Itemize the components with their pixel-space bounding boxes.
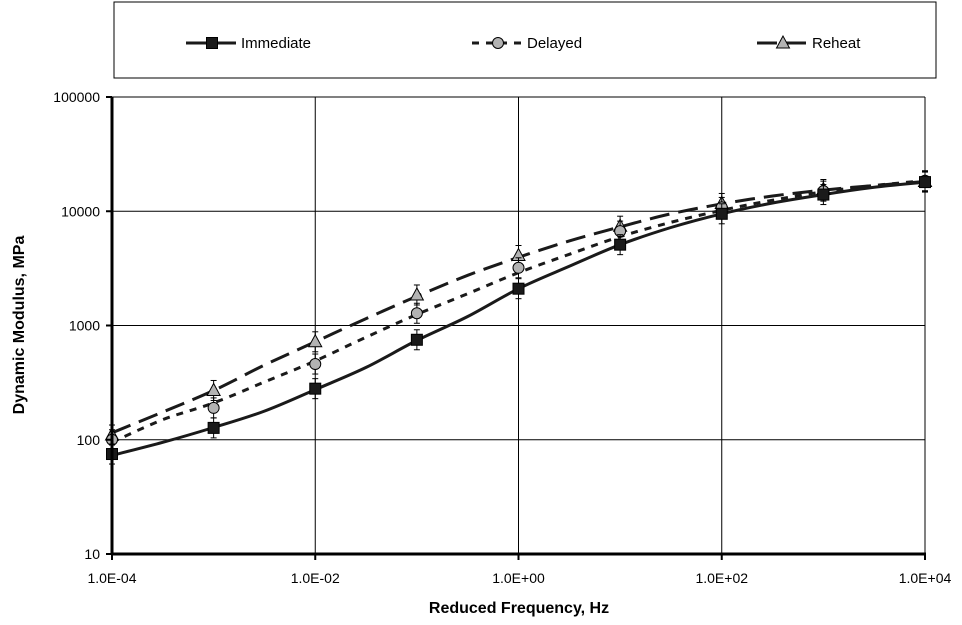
legend-label: Delayed <box>527 35 582 52</box>
legend: Immediate Delayed Reheat <box>186 34 861 52</box>
square-marker <box>919 176 931 189</box>
legend-triangle-marker <box>775 34 791 49</box>
triangle-marker <box>409 286 425 301</box>
data-point-immediate <box>817 184 830 206</box>
y-tick-label: 10000 <box>61 203 100 219</box>
axes <box>106 96 926 560</box>
circle-marker <box>410 307 423 320</box>
data-point-immediate <box>410 329 423 351</box>
x-axis-title: Reduced Frequency, Hz <box>429 600 609 617</box>
y-tick-label: 100 <box>77 432 101 448</box>
legend-item-reheat: Reheat <box>757 34 861 52</box>
legend-label: Immediate <box>241 35 311 52</box>
data-point-immediate <box>207 417 220 439</box>
triangle-marker <box>307 333 323 348</box>
x-tick-label: 1.0E+00 <box>492 570 545 586</box>
y-tick-label: 100000 <box>53 89 100 105</box>
x-tick-label: 1.0E-02 <box>291 570 340 586</box>
square-marker <box>309 382 322 395</box>
legend-box <box>113 1 937 79</box>
y-axis-title: Dynamic Modulus, MPa <box>11 236 28 415</box>
x-tick-label: 1.0E+04 <box>899 570 952 586</box>
x-tick-label: 1.0E-04 <box>87 570 136 586</box>
data-point-immediate <box>309 378 322 400</box>
square-marker <box>817 188 830 201</box>
grid <box>111 96 926 555</box>
circle-marker <box>207 401 220 414</box>
legend-item-immediate: Immediate <box>186 35 311 52</box>
circle-marker <box>512 261 525 274</box>
legend-label: Reheat <box>812 35 861 52</box>
square-marker <box>207 421 220 434</box>
square-marker <box>715 207 728 220</box>
data-point-immediate <box>715 203 728 225</box>
square-marker <box>512 282 525 295</box>
data-point-reheat <box>206 379 221 401</box>
data-point-immediate <box>614 234 627 256</box>
y-tick-label: 10 <box>84 546 100 562</box>
data-point-reheat <box>307 331 323 353</box>
circle-marker <box>309 358 322 371</box>
data-point-immediate <box>512 278 525 300</box>
y-tick-label: 1000 <box>69 318 100 334</box>
data-point-delayed <box>512 257 525 279</box>
data-point-delayed <box>410 302 423 324</box>
x-tick-label: 1.0E+02 <box>695 570 748 586</box>
triangle-marker <box>206 382 221 396</box>
legend-circle-marker <box>492 37 504 49</box>
tick-labels: 10 100 1000 10000 100000 1.0E-04 1.0E-02 1.0E+0… <box>53 89 951 586</box>
series-markers <box>104 170 933 465</box>
square-marker <box>614 238 627 251</box>
square-marker <box>410 333 423 346</box>
legend-item-delayed: Delayed <box>472 35 582 52</box>
legend-square-marker <box>206 37 218 49</box>
data-point-immediate <box>919 171 931 193</box>
data-point-delayed <box>309 353 322 375</box>
